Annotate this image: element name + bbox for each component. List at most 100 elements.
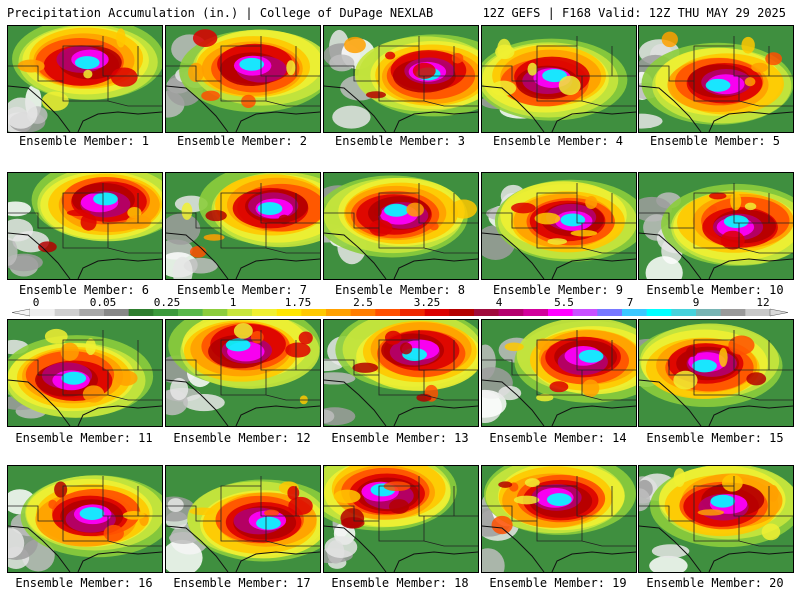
colorbar-tick-label: 9	[693, 296, 700, 309]
colorbar-tick-label: 0	[33, 296, 40, 309]
run-info: 12Z GEFS | F168 Valid: 12Z THU MAY 29 20…	[482, 6, 786, 20]
ensemble-map-panel	[638, 465, 794, 573]
precip-cell	[673, 468, 686, 487]
precip-map	[324, 466, 478, 572]
precip-cell	[581, 379, 600, 398]
precip-cell	[744, 202, 757, 211]
precip-cell	[765, 52, 783, 66]
ensemble-member-label: Ensemble Member: 20	[646, 576, 784, 590]
precip-map	[166, 173, 320, 279]
colorbar-swatch	[252, 309, 277, 316]
precip-cell	[278, 214, 291, 225]
dry-area	[639, 488, 651, 512]
precip-cell	[429, 222, 439, 231]
colorbar-swatch	[745, 309, 771, 316]
colorbar: 0 0.05 0.25 1 1.75 2.5 3.25 4 5.5 7 9 12	[11, 296, 789, 317]
colorbar-swatch	[646, 309, 672, 316]
state-borders	[8, 183, 162, 254]
precip-cell	[504, 342, 524, 352]
precip-cell	[82, 385, 105, 403]
precip-cell	[686, 346, 698, 357]
ensemble-member-label: Ensemble Member: 17	[173, 576, 311, 590]
precip-contour	[542, 69, 567, 83]
precip-cell	[399, 342, 413, 355]
colorbar-swatch	[622, 309, 647, 316]
dry-area	[8, 528, 25, 559]
precip-cell	[697, 509, 725, 516]
precip-map	[8, 26, 162, 132]
precip-cell	[536, 338, 550, 351]
border-line	[482, 85, 545, 132]
border-line	[324, 525, 387, 572]
precip-cell	[122, 511, 145, 520]
state-borders	[166, 36, 320, 107]
dry-area	[8, 253, 43, 272]
colorbar-swatch	[449, 309, 475, 316]
colorbar-swatch	[696, 309, 721, 316]
coastline	[77, 111, 162, 132]
ensemble-map-panel	[638, 172, 794, 280]
precip-map	[482, 173, 636, 279]
ensemble-member-label: Ensemble Member: 5	[649, 134, 781, 148]
state-borders	[324, 183, 478, 254]
colorbar-swatch	[498, 309, 524, 316]
precip-cell	[369, 219, 393, 237]
precip-cell	[286, 60, 296, 76]
border-line	[639, 379, 702, 426]
map-title: Precipitation Accumulation (in.) | Colle…	[7, 6, 434, 20]
precip-cell	[751, 62, 769, 73]
border-line	[324, 379, 387, 426]
ensemble-map-panel	[165, 465, 321, 573]
precip-cell	[709, 205, 718, 213]
dry-area	[166, 213, 201, 245]
dry-area	[8, 237, 18, 266]
ensemble-map-panel	[481, 172, 637, 280]
dry-area	[168, 531, 198, 545]
precip-contour	[384, 203, 409, 217]
precip-cell	[205, 210, 227, 222]
ensemble-map-panel	[323, 172, 479, 280]
coastline	[551, 258, 636, 279]
coastline	[77, 551, 162, 572]
border-line	[482, 379, 545, 426]
precip-cell	[673, 370, 698, 390]
precip-cell	[720, 230, 745, 250]
precip-cell	[498, 481, 513, 488]
colorbar-swatch	[572, 309, 598, 316]
ensemble-map-panel	[7, 465, 163, 573]
colorbar-tick-label: 12	[756, 296, 769, 309]
dry-area	[166, 539, 203, 572]
colorbar-tick-label: 0.05	[90, 296, 117, 309]
precip-cell	[298, 331, 313, 345]
precip-map	[639, 26, 793, 132]
ensemble-member-label: Ensemble Member: 14	[489, 431, 627, 445]
colorbar-swatch	[400, 309, 425, 316]
ensemble-map-panel	[481, 25, 637, 133]
border-line	[482, 525, 545, 572]
precip-cell	[527, 62, 538, 76]
coastline	[77, 258, 162, 279]
precip-cell	[203, 234, 225, 241]
colorbar-swatch	[54, 309, 80, 316]
ensemble-member-label: Ensemble Member: 7	[176, 283, 308, 297]
dry-area	[651, 544, 690, 558]
precip-map	[324, 173, 478, 279]
ensemble-map-panel	[165, 172, 321, 280]
precip-cell	[384, 51, 396, 60]
precip-cell	[450, 199, 478, 219]
state-borders	[639, 330, 793, 401]
precip-cell	[490, 80, 517, 96]
colorbar-swatch	[424, 309, 450, 316]
ensemble-member-label: Ensemble Member: 6	[18, 283, 150, 297]
colorbar-tick-label: 7	[627, 296, 634, 309]
precip-cell	[746, 372, 767, 386]
dry-area	[645, 256, 683, 279]
border-line	[324, 85, 387, 132]
precip-cell	[744, 77, 756, 87]
precip-map	[482, 320, 636, 426]
precip-map	[639, 173, 793, 279]
precip-cell	[352, 362, 379, 373]
colorbar-swatch	[474, 309, 499, 316]
precip-cell	[491, 515, 513, 535]
precip-cell	[344, 36, 366, 54]
